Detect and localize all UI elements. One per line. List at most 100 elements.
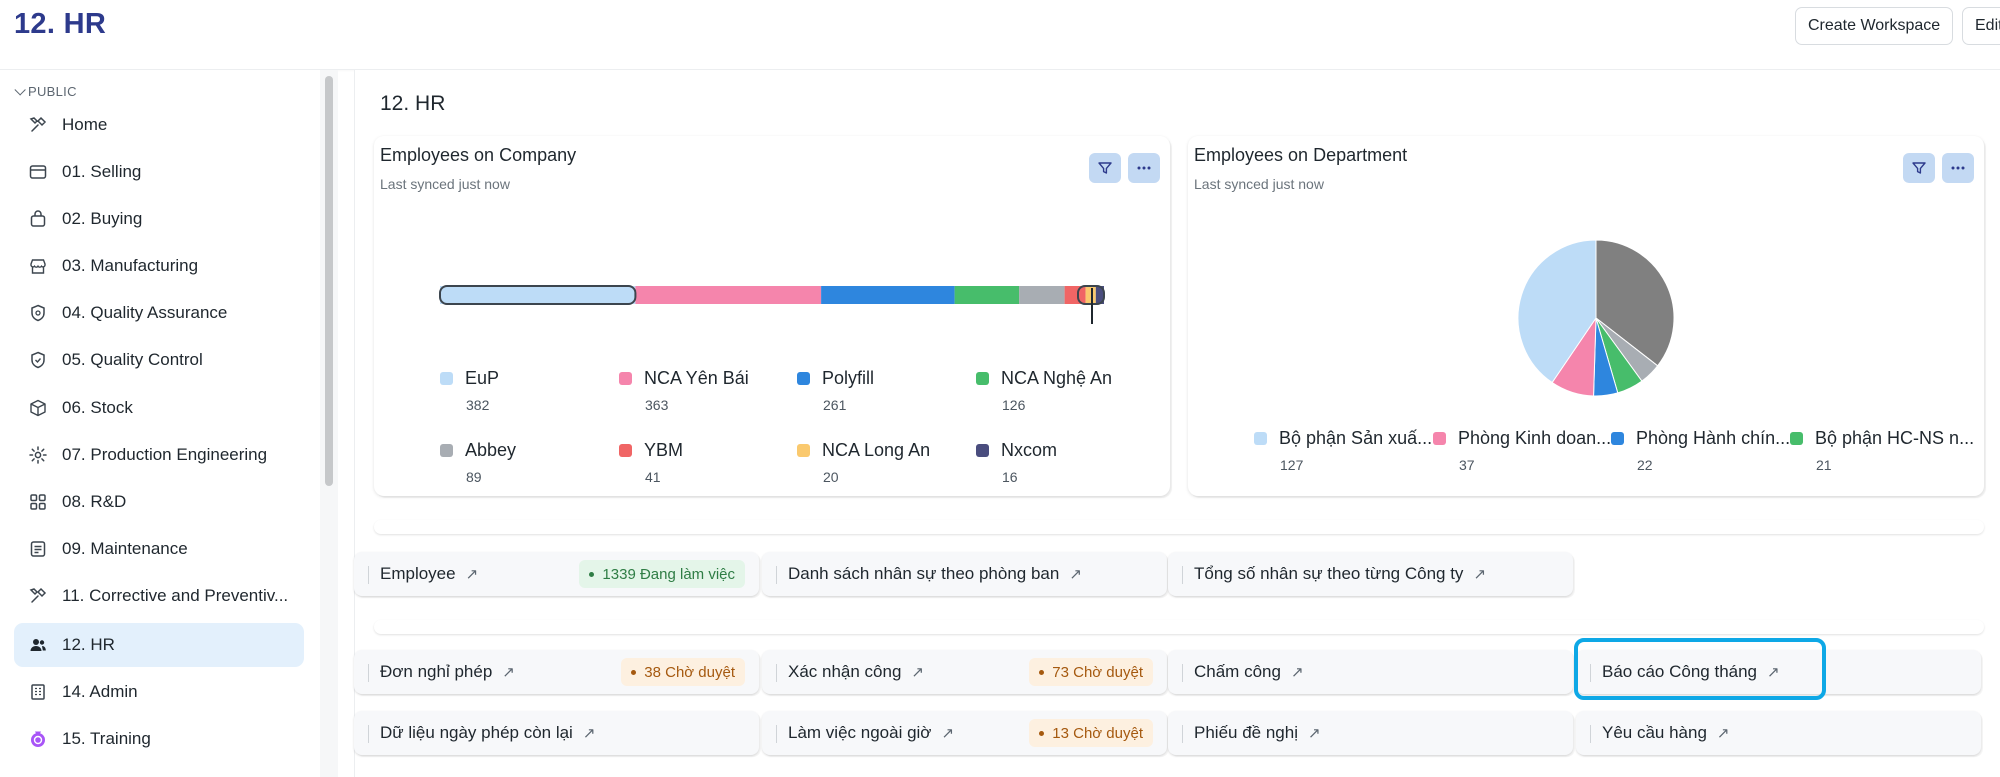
badge-text: 38 Chờ duyệt	[644, 663, 735, 681]
legend-item[interactable]: Bộ phận Sản xuấ... 127	[1254, 428, 1432, 473]
bar-segment-2[interactable]	[821, 286, 955, 304]
external-link-icon: ↗	[1767, 664, 1780, 681]
legend-label: Bộ phận Sản xuấ...	[1279, 428, 1433, 448]
legend-item[interactable]: Phòng Kinh doan... 37	[1433, 428, 1611, 473]
sidebar-scrollbar[interactable]	[325, 76, 333, 486]
shortcut-employee[interactable]: Employee ↗ 1339 Đang làm việc	[354, 552, 759, 596]
external-link-icon: ↗	[1069, 566, 1082, 583]
sidebar-item-home[interactable]: Home	[14, 103, 304, 147]
legend-item[interactable]: YBM 41	[619, 440, 683, 485]
shortcut-n-ngh-ph-p[interactable]: Đơn nghỉ phép ↗ 38 Chờ duyệt	[354, 650, 759, 694]
bar-segment-4[interactable]	[1019, 286, 1065, 304]
legend-swatch	[797, 372, 810, 385]
sidebar-section-public[interactable]: PUBLIC	[14, 83, 77, 99]
shortcut-y-u-c-u-h-ng[interactable]: Yêu cầu hàng ↗	[1576, 711, 1981, 755]
shortcut-label: Xác nhận công	[788, 662, 902, 681]
legend-swatch	[976, 444, 989, 457]
legend-value: 261	[823, 397, 847, 413]
legend-item[interactable]: NCA Nghệ An 126	[976, 368, 1112, 413]
sidebar-item-06-stock[interactable]: 06. Stock	[14, 386, 304, 430]
status-badge: 13 Chờ duyệt	[1029, 719, 1153, 747]
legend-label: EuP	[465, 368, 500, 388]
shortcut-x-c-nh-n-c-ng[interactable]: Xác nhận công ↗ 73 Chờ duyệt	[762, 650, 1167, 694]
more-options-button[interactable]	[1942, 153, 1974, 183]
sidebar-item-01-selling[interactable]: 01. Selling	[14, 150, 304, 194]
bar-segment-6[interactable]	[1085, 286, 1096, 304]
shortcut-label: Yêu cầu hàng	[1602, 723, 1707, 742]
bar-segment-1[interactable]	[635, 286, 822, 304]
pie-slice-5[interactable]	[1517, 239, 1597, 384]
section-label: PUBLIC	[28, 84, 77, 99]
sidebar-item-label: 12. HR	[62, 635, 115, 654]
shield-icon	[28, 303, 48, 323]
separator	[776, 725, 777, 743]
badge-text: 13 Chờ duyệt	[1052, 724, 1143, 742]
sidebar-item-02-buying[interactable]: 02. Buying	[14, 197, 304, 241]
sidebar-item-label: 02. Buying	[62, 209, 143, 228]
bar-segment-5[interactable]	[1064, 286, 1086, 304]
separator	[1590, 664, 1591, 682]
legend-item[interactable]: Nxcom 16	[976, 440, 1057, 485]
filter-button[interactable]	[1089, 153, 1121, 183]
sidebar-item-label: 14. Admin	[62, 682, 138, 701]
external-link-icon: ↗	[911, 664, 924, 681]
sidebar-item-11-corrective-and-preventiv[interactable]: 11. Corrective and Preventiv...	[14, 574, 304, 618]
separator	[1590, 725, 1591, 743]
filter-button[interactable]	[1903, 153, 1935, 183]
separator	[1182, 725, 1183, 743]
legend-label: Phòng Kinh doan...	[1458, 428, 1612, 448]
sidebar-item-label: 08. R&D	[62, 492, 127, 511]
separator	[368, 664, 369, 682]
edit-button[interactable]: Edit	[1962, 7, 2000, 45]
sidebar-item-04-quality-assurance[interactable]: 04. Quality Assurance	[14, 291, 304, 335]
ellipsis-icon	[1137, 166, 1151, 170]
medal-icon	[28, 729, 48, 749]
sidebar-item-label: 06. Stock	[62, 398, 133, 417]
building-icon	[28, 682, 48, 702]
bar-segment-7[interactable]	[1095, 286, 1104, 304]
sidebar-item-08-r-d[interactable]: 08. R&D	[14, 480, 304, 524]
shortcut-ch-m-c-ng[interactable]: Chấm công ↗	[1168, 650, 1573, 694]
shortcut-d-li-u-ng-y-ph-p-c-n-l-i[interactable]: Dữ liệu ngày phép còn lại ↗	[354, 711, 759, 755]
card-title: Employees on Department	[1194, 145, 1408, 165]
shortcut-danh-s-ch-nh-n-s-theo-ph-ng-ban[interactable]: Danh sách nhân sự theo phòng ban ↗	[762, 552, 1167, 596]
sidebar-item-05-quality-control[interactable]: 05. Quality Control	[14, 338, 304, 382]
legend-value: 21	[1816, 457, 1832, 473]
legend-item[interactable]: Abbey 89	[440, 440, 516, 485]
bar-segment-0[interactable]	[440, 286, 636, 304]
sidebar-item-15-training[interactable]: 15. Training	[14, 717, 304, 761]
shortcut-t-ng-s-nh-n-s-theo-t-ng-c-ng-ty[interactable]: Tổng số nhân sự theo từng Công ty ↗	[1168, 552, 1573, 596]
shortcut-label: Danh sách nhân sự theo phòng ban	[788, 564, 1060, 583]
external-link-icon: ↗	[582, 725, 596, 742]
more-options-button[interactable]	[1128, 153, 1160, 183]
bar-segment-3[interactable]	[954, 286, 1020, 304]
legend-swatch	[797, 444, 810, 457]
legend-item[interactable]: NCA Yên Bái 363	[619, 368, 749, 413]
legend-item[interactable]: NCA Long An 20	[797, 440, 930, 485]
create-workspace-button[interactable]: Create Workspace	[1795, 7, 1954, 45]
card-title: Employees on Company	[380, 145, 577, 165]
legend-swatch	[440, 444, 453, 457]
users-icon	[28, 635, 48, 655]
shortcut-l-m-vi-c-ngo-i-gi[interactable]: Làm việc ngoài giờ ↗ 13 Chờ duyệt	[762, 711, 1167, 755]
status-badge: 73 Chờ duyệt	[1029, 658, 1153, 686]
legend-item[interactable]: Phòng Hành chín... 22	[1611, 428, 1790, 473]
legend-value: 22	[1637, 457, 1653, 473]
shortcut-phi-u-ngh[interactable]: Phiếu đề nghị ↗	[1168, 711, 1573, 755]
pie-slice-0[interactable]	[1595, 239, 1675, 367]
sidebar-item-03-manufacturing[interactable]: 03. Manufacturing	[14, 244, 304, 288]
legend-item[interactable]: EuP 382	[440, 368, 499, 413]
sidebar-item-12-hr[interactable]: 12. HR	[14, 623, 304, 667]
legend-value: 382	[466, 397, 490, 413]
sidebar-item-07-production-engineering[interactable]: 07. Production Engineering	[14, 433, 304, 477]
status-badge: 38 Chờ duyệt	[621, 658, 745, 686]
card-icon	[28, 162, 48, 182]
legend-item[interactable]: Bộ phận HC-NS n... 21	[1790, 428, 1974, 473]
section-divider	[374, 520, 1984, 534]
status-dot	[1039, 669, 1045, 675]
legend-label: NCA Nghệ An	[1001, 368, 1113, 388]
shortcut-b-o-c-o-c-ng-th-ng[interactable]: Báo cáo Công tháng ↗	[1576, 650, 1981, 694]
legend-item[interactable]: Polyfill 261	[797, 368, 874, 413]
sidebar-item-14-admin[interactable]: 14. Admin	[14, 670, 304, 714]
sidebar-item-09-maintenance[interactable]: 09. Maintenance	[14, 527, 304, 571]
